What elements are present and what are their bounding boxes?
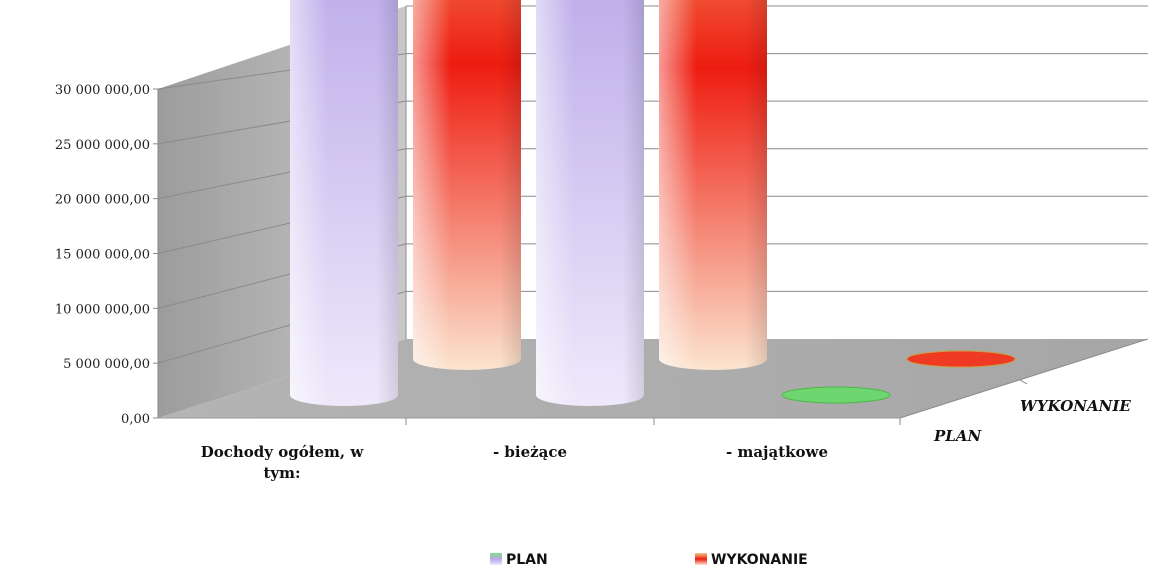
- depth-axis: [899, 338, 1149, 419]
- bar-shading: [536, 0, 644, 406]
- y-tick-label: 30 000 000,00: [55, 83, 150, 98]
- bar-plan-2: [781, 386, 891, 404]
- y-tick-label: 5 000 000,00: [63, 357, 150, 372]
- legend-label-plan: PLAN: [506, 552, 548, 568]
- depth-label-plan: PLAN: [933, 427, 982, 445]
- bar-shading: [659, 0, 767, 370]
- depth-label-wykonanie: WYKONANIE: [1020, 397, 1131, 415]
- y-tick-label: 15 000 000,00: [55, 248, 150, 263]
- floor: [158, 339, 1148, 418]
- legend-label-wykonanie: WYKONANIE: [711, 552, 808, 568]
- legend-swatch-wykonanie: [695, 553, 707, 565]
- y-tick-label: 10 000 000,00: [55, 302, 150, 317]
- bar-shading: [413, 0, 521, 370]
- x-category-label: - majątkowe: [726, 443, 828, 461]
- x-category-label: Dochody ogółem, w tym:: [201, 443, 365, 482]
- y-tick-label: 0,00: [121, 412, 150, 427]
- bar-wykonanie-2: [906, 350, 1016, 368]
- y-tick-label: 20 000 000,00: [55, 193, 150, 208]
- bar-shading: [290, 0, 398, 406]
- y-tick-label: 25 000 000,00: [55, 138, 150, 153]
- depth-tick: [1019, 379, 1028, 385]
- x-category-label: - bieżące: [493, 443, 567, 461]
- legend-swatch-plan: [490, 553, 502, 565]
